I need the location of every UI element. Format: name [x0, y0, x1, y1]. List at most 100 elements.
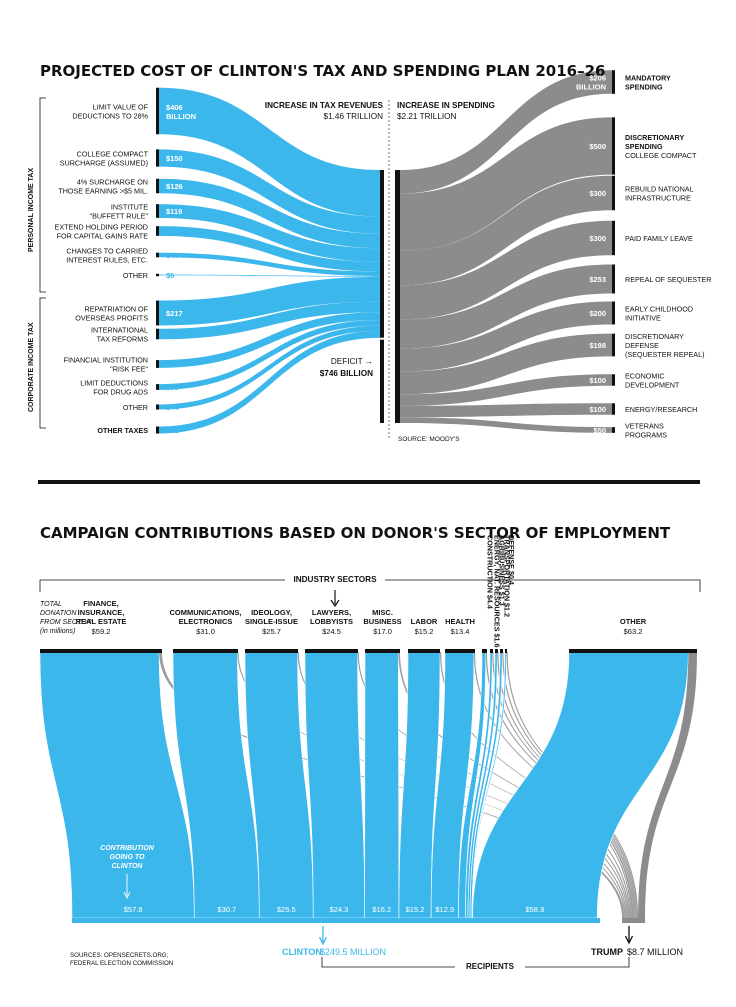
sector-total-3: $25.7	[262, 627, 281, 636]
revenue-value-4: $119	[166, 207, 182, 216]
revenue-node-12	[156, 404, 159, 410]
spending-label-3-line-2: INFRASTRUCTURE	[625, 194, 691, 203]
spending-node-2	[612, 117, 615, 175]
spending-flow-6	[400, 301, 612, 372]
contribution-flows	[39, 651, 697, 919]
revenue-node-4	[156, 204, 159, 218]
sector-label-10: AGRIBUSINESS $1.3	[498, 535, 507, 606]
revenue-node-3	[156, 178, 159, 194]
revenue-flow-2	[158, 149, 380, 234]
sector-total-1: $59.2	[92, 627, 111, 636]
sector-label-4-line-2: LOBBYISTS	[310, 617, 353, 626]
revenue-node-1	[156, 87, 159, 135]
revenue-flow-12	[158, 325, 380, 410]
clinton-flow-5	[364, 651, 400, 919]
revenue-label-4-line-2: "BUFFETT RULE"	[90, 212, 149, 221]
revenue-label-9-line-1: INTERNATIONAL	[91, 326, 148, 335]
spending-label-7-line-2: DEFENSE	[625, 341, 659, 350]
spending-value-6: $200	[589, 309, 606, 318]
spending-node-4	[612, 220, 615, 256]
spending-label-7-line-3: (SEQUESTER REPEAL)	[625, 350, 704, 359]
revenue-value-11: $50	[166, 383, 179, 392]
total-note-line-3: FROM SECTOR	[40, 619, 92, 626]
total-note-line-2: DONATION	[40, 610, 77, 617]
revenue-value-9: $92	[166, 330, 179, 339]
sector-node-2	[173, 649, 238, 653]
revenue-value-8: $217	[166, 309, 183, 318]
deficit-label: DEFICIT →	[331, 357, 373, 366]
clinton-amount-2: $30.7	[217, 905, 236, 914]
sector-label-13-line-1: OTHER	[620, 617, 647, 626]
source-note: SOURCE: MOODY'S	[398, 436, 460, 443]
revenue-label-3-line-2: THOSE EARNING >$5 MIL.	[58, 187, 148, 196]
spending-label-8-line-1: ECONOMIC	[625, 372, 665, 381]
sector-node-8	[482, 649, 487, 653]
recipients-bracket	[321, 957, 630, 968]
revenue-node-10	[156, 360, 159, 368]
sector-label-6-line-1: LABOR	[411, 617, 438, 626]
clinton-amount-1: $57.8	[124, 905, 143, 914]
deficit-value: $746 BILLION	[320, 369, 373, 378]
sources-line-1: SOURCES: OPENSECRETS.ORG;	[70, 952, 169, 959]
clinton-recipient-value: $249.5 MILLION	[320, 947, 386, 957]
revenue-label-10-line-1: FINANCIAL INSTITUTION	[64, 356, 148, 365]
spending-value-5: $253	[589, 275, 606, 284]
revenue-node-5	[156, 226, 159, 236]
revenue-value-7: $6	[166, 271, 174, 280]
spending-label-1-line-2: SPENDING	[625, 83, 663, 92]
clinton-amount-6: $15.2	[406, 905, 425, 914]
contribution-labels: FINANCE,INSURANCE,REAL ESTATE$59.2 $57.8 C…	[76, 535, 647, 914]
sector-total-6: $15.2	[415, 627, 434, 636]
revenue-header-value: $1.46 TRILLION	[324, 112, 384, 121]
total-note-line-1: TOTAL	[40, 601, 62, 608]
sector-node-4	[305, 649, 358, 653]
sector-label-1-line-1: FINANCE,	[83, 599, 118, 608]
sector-label-1-line-3: REAL ESTATE	[76, 617, 127, 626]
spending-value-2: $500	[589, 142, 606, 151]
revenue-node-13	[156, 426, 159, 434]
spending-label-6-line-2: INITIATIVE	[625, 314, 661, 323]
spending-value-1-unit: BILLION	[576, 83, 606, 92]
sector-node-7	[445, 649, 475, 653]
sector-label-7-line-1: HEALTH	[445, 617, 475, 626]
revenue-label-7-line-1: OTHER	[123, 271, 148, 280]
clinton-amount-13: $58.9	[525, 905, 544, 914]
revenue-flow-8	[158, 276, 380, 326]
spending-node-10	[612, 427, 615, 433]
spending-header-value: $2.21 TRILLION	[397, 112, 457, 121]
revenue-flow-6	[158, 252, 380, 277]
clinton-amount-4: $24.3	[330, 905, 349, 914]
clinton-note-line-3: CLINTON	[112, 863, 144, 870]
revenue-value-13: $61	[166, 426, 179, 435]
trump-recipient-label: TRUMP	[591, 947, 623, 957]
revenue-label-11-line-1: LIMIT DEDUCTIONS	[80, 379, 148, 388]
clinton-note-line-1: CONTRIBUTION	[100, 845, 155, 852]
revenue-value-12: $44	[166, 403, 179, 412]
contribution-annotations: CAMPAIGN CONTRIBUTIONS BASED ON DONOR'S …	[39, 524, 701, 971]
revenue-node-2	[156, 149, 159, 167]
spending-node-3	[612, 175, 615, 211]
sector-node-10	[495, 649, 498, 653]
spending-label-10-line-1: VETERANS	[625, 422, 664, 431]
revenue-label-2-line-1: COLLEGE COMPACT	[77, 150, 149, 159]
revenue-flow-7	[158, 274, 380, 277]
spending-flow-1	[400, 70, 612, 194]
sector-total-13: $63.2	[624, 627, 643, 636]
contributions-title: CAMPAIGN CONTRIBUTIONS BASED ON DONOR'S …	[40, 524, 671, 542]
revenue-value-5: $84	[166, 227, 179, 236]
revenue-value-2: $150	[166, 154, 183, 163]
spending-node-7	[612, 333, 615, 357]
revenue-flow-3	[158, 178, 380, 249]
revenue-label-12-line-1: OTHER	[123, 403, 148, 412]
total-note-line-4: (in millions)	[40, 628, 75, 635]
clinton-recipient-arrow	[318, 926, 328, 946]
sector-node-13	[569, 649, 697, 653]
deficit-bar	[380, 339, 384, 423]
revenue-value-3: $126	[166, 182, 183, 191]
spending-value-8: $100	[589, 376, 606, 385]
sector-node-6	[408, 649, 440, 653]
revenue-node-9	[156, 328, 159, 340]
spending-flow-3	[400, 175, 612, 286]
clinton-flow-1	[39, 651, 195, 919]
revenue-flow-10	[158, 312, 380, 368]
